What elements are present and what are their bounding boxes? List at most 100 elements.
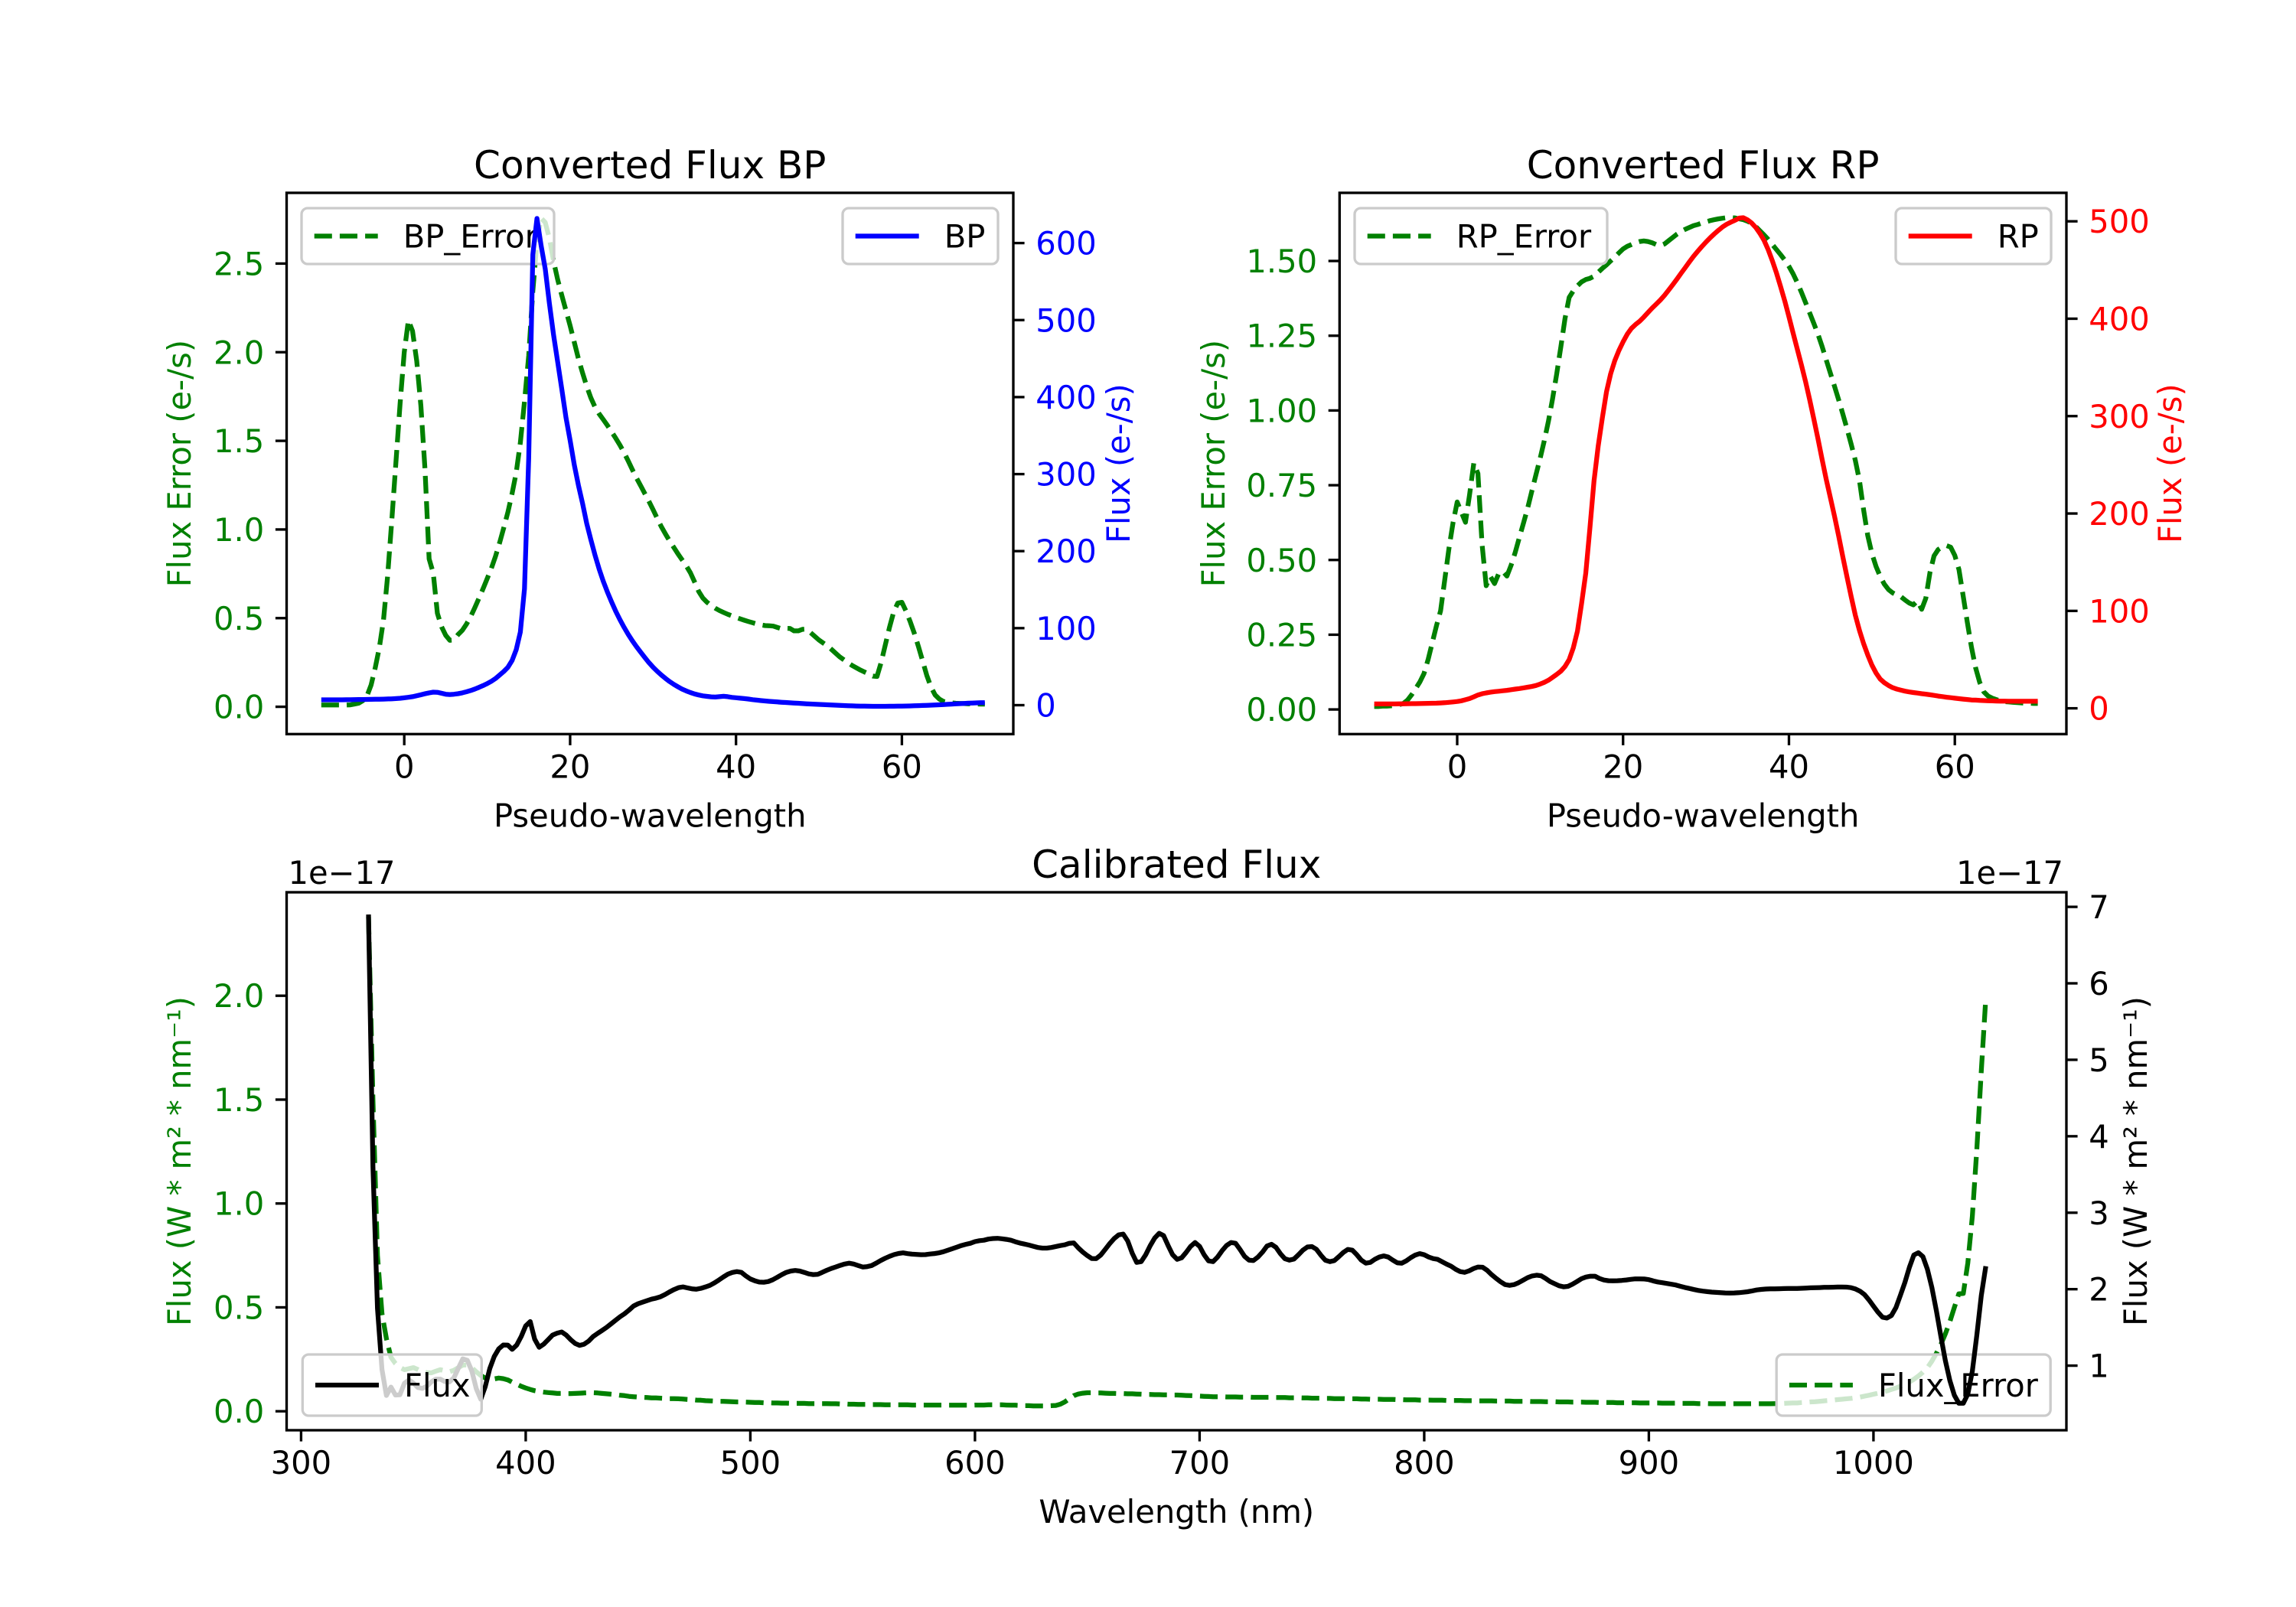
right-axis-label: Flux (e-/s): [1100, 383, 1137, 543]
legend-box: [1353, 207, 1609, 266]
y-tick-label: 2.0: [214, 977, 264, 1015]
y-tick-label: 300: [2089, 398, 2150, 435]
x-tick-label: 0: [394, 748, 415, 785]
y-tick-label: 2.5: [214, 245, 264, 282]
x-tick-label: 40: [716, 748, 756, 785]
legend-rp: RP: [1894, 207, 2053, 266]
legend-box: [841, 207, 1000, 266]
y-tick-label: 3: [2089, 1195, 2109, 1232]
legend-label: RP: [1998, 218, 2039, 256]
y-tick-label: 6: [2089, 965, 2109, 1002]
right-axis-label: Flux (e-/s): [2151, 383, 2189, 543]
chart-title: Converted Flux RP: [1527, 143, 1880, 187]
y-tick-label: 400: [1035, 379, 1097, 416]
chart-title: Calibrated Flux: [1032, 843, 1321, 887]
legend-rp_error: RP_Error: [1353, 207, 1609, 266]
x-tick-label: 900: [1619, 1444, 1680, 1482]
y-tick-label: 1.0: [214, 511, 264, 549]
y-tick-label: 1.50: [1246, 243, 1317, 280]
y-tick-label: 1: [2089, 1348, 2109, 1385]
y-tick-label: 300: [1035, 456, 1097, 494]
y-tick-label: 0.5: [214, 600, 264, 637]
right-ticks: 1 2 3 4 5 6 7: [2066, 888, 2109, 1385]
y-tick-label: 500: [1035, 302, 1097, 339]
x-tick-label: 300: [271, 1444, 332, 1482]
right-axis-label: Flux (W * m² * nm⁻¹): [2117, 996, 2154, 1326]
y-tick-label: 500: [2089, 203, 2150, 240]
left-axis-label: Flux Error (e-/s): [161, 340, 198, 588]
y-tick-label: 7: [2089, 888, 2109, 926]
axes-frame: [1338, 191, 2068, 735]
y-tick-label: 0.00: [1246, 691, 1317, 729]
y-tick-label: 0: [1035, 686, 1056, 724]
y-tick-label: 0.5: [214, 1289, 264, 1326]
x-tick-label: 500: [720, 1444, 781, 1482]
x-tick-label: 700: [1169, 1444, 1231, 1482]
legend-flux: Flux: [301, 1353, 483, 1417]
y-tick-label: 1.00: [1246, 392, 1317, 429]
series-rp: [1374, 215, 2038, 707]
legend-box: [300, 207, 556, 266]
y-tick-label: 0: [2089, 690, 2109, 728]
legend-label: RP_Error: [1456, 218, 1592, 256]
left-ticks: 0.0 0.5 1.0 1.5 2.0 2.5: [214, 245, 287, 726]
y-tick-label: 0.0: [214, 689, 264, 726]
axes-rp: RP_Error RP 0 20 40 60 0.00 0.25 0.50 0.75 1.00 1.2…: [1195, 143, 2189, 834]
legend-box: [1894, 207, 2053, 266]
x-tick-label: 1000: [1833, 1444, 1914, 1482]
y-tick-label: 400: [2089, 300, 2150, 337]
left-axis-label: Flux Error (e-/s): [1195, 340, 1232, 588]
x-tick-label: 600: [944, 1444, 1006, 1482]
axes-bp: BP_Error BP 0 20 40 60 0.0 0.5 1.0 1.5 2.0 2.5 0 100 2…: [161, 143, 1137, 834]
y-tick-label: 2.0: [214, 334, 264, 371]
axes-frame: [285, 191, 1015, 735]
series-flux: [366, 914, 1988, 1406]
x-axis-label: Pseudo-wavelength: [494, 797, 807, 834]
x-tick-label: 40: [1769, 748, 1809, 785]
legend-label: BP: [944, 218, 986, 256]
x-tick-label: 800: [1394, 1444, 1455, 1482]
x-tick-label: 0: [1447, 748, 1468, 785]
series-bp_error: [321, 215, 985, 708]
y-tick-label: 0.75: [1246, 467, 1317, 504]
axes-frame: [285, 891, 2068, 1432]
x-axis-label: Wavelength (nm): [1039, 1493, 1314, 1530]
x-tick-label: 20: [1603, 748, 1643, 785]
series-bp: [321, 216, 985, 709]
y-tick-label: 100: [2089, 592, 2150, 630]
series-flux_error: [366, 916, 1988, 1409]
y-tick-label: 4: [2089, 1118, 2109, 1156]
x-tick-label: 60: [882, 748, 922, 785]
legend-label: BP_Error: [403, 218, 539, 256]
x-tick-label: 20: [550, 748, 590, 785]
y-tick-label: 0.25: [1246, 616, 1317, 654]
chart-title: Converted Flux BP: [474, 143, 826, 187]
legend-label: Flux: [404, 1367, 471, 1404]
y-tick-label: 1.5: [214, 422, 264, 460]
left-offset-text: 1e−17: [289, 854, 396, 892]
y-tick-label: 2: [2089, 1271, 2109, 1309]
right-ticks: 0 100 200 300 400 500 600: [1013, 225, 1097, 724]
right-offset-text: 1e−17: [1956, 854, 2063, 892]
legend-bp_error: BP_Error: [300, 207, 556, 266]
y-tick-label: 100: [1035, 610, 1097, 647]
y-tick-label: 200: [1035, 533, 1097, 570]
x-axis-label: Pseudo-wavelength: [1547, 797, 1860, 834]
axes-cal: Flux_Error Flux 300 400 500 600 700 800 900 1000 0…: [161, 843, 2154, 1530]
y-tick-label: 5: [2089, 1041, 2109, 1079]
x-ticks: 300 400 500 600 700 800 900 1000: [271, 1430, 1914, 1482]
y-tick-label: 0.50: [1246, 542, 1317, 579]
legend-box: [301, 1353, 483, 1417]
left-ticks: 0.00 0.25 0.50 0.75 1.00 1.25 1.50: [1246, 243, 1340, 729]
y-tick-label: 600: [1035, 225, 1097, 262]
y-tick-label: 0.0: [214, 1393, 264, 1430]
right-ticks: 0 100 200 300 400 500: [2066, 203, 2150, 728]
left-ticks: 0.0 0.5 1.0 1.5 2.0: [214, 977, 287, 1430]
x-ticks: 0 20 40 60: [394, 734, 922, 785]
x-tick-label: 400: [495, 1444, 556, 1482]
x-tick-label: 60: [1935, 748, 1975, 785]
y-tick-label: 200: [2089, 495, 2150, 533]
